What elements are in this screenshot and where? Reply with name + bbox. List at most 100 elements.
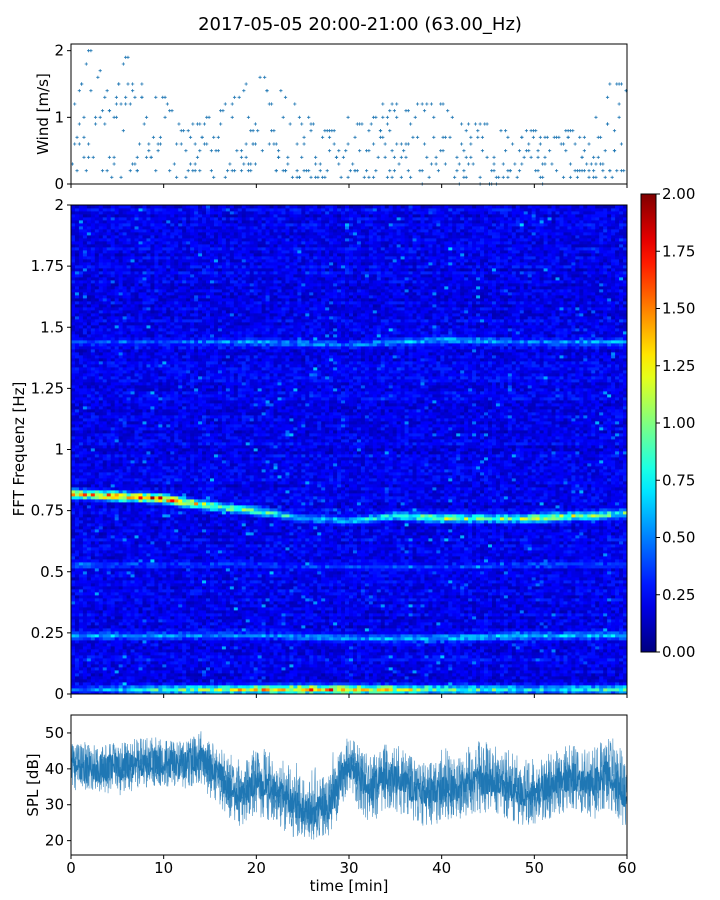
spectrogram-cell — [146, 433, 151, 437]
wind-point — [114, 115, 119, 119]
spectrogram-cell — [78, 373, 84, 377]
spectrogram-cell — [130, 454, 135, 458]
spectrogram-cell — [178, 652, 183, 656]
spectrogram-cell — [74, 241, 80, 245]
spectrogram-cell — [126, 562, 131, 566]
spectrogram-cell — [170, 355, 175, 359]
spectrogram-cell — [74, 490, 80, 494]
spectrogram-cell — [98, 682, 104, 686]
spectrogram-cell — [174, 511, 179, 515]
spectrogram-cell — [98, 316, 104, 320]
spectrogram-cell — [78, 337, 84, 341]
spectrogram-cell — [118, 460, 124, 464]
spectrogram-cell — [154, 562, 159, 566]
wind-point — [290, 175, 295, 179]
spectrogram-cell — [71, 412, 76, 416]
wind-point — [302, 135, 306, 139]
spectrogram-cell — [90, 469, 96, 473]
spectrogram-cell — [170, 682, 175, 686]
spectrogram-cell — [154, 292, 159, 296]
spectrogram-cell — [142, 640, 147, 644]
spectrogram-cell — [118, 343, 124, 347]
wind-point — [605, 122, 610, 126]
spectrogram-cell — [146, 676, 151, 680]
spectrogram-cell — [90, 226, 96, 230]
spectrogram-cell — [158, 253, 163, 257]
spectrogram-cell — [102, 583, 108, 587]
spectrogram-cell — [102, 283, 108, 287]
wind-point — [390, 175, 394, 179]
spectrogram-cell — [170, 478, 175, 482]
spectrogram-cell — [126, 634, 131, 638]
spectrogram-cell — [110, 610, 116, 614]
wind-point — [209, 169, 213, 173]
spectrogram-cell — [130, 418, 135, 422]
spectrogram-cell — [154, 355, 159, 359]
spectrogram-cell — [110, 439, 116, 443]
spectrogram-cell — [102, 367, 108, 371]
spectrogram-cell — [142, 331, 147, 335]
spectrogram-cell — [74, 520, 80, 524]
spectrogram-cell — [158, 598, 163, 602]
spectrogram-cell — [114, 412, 120, 416]
spectrogram-cell — [78, 637, 84, 641]
spectrogram-cell — [130, 652, 135, 656]
wind-point — [508, 169, 512, 173]
spectrogram-cell — [138, 580, 143, 584]
wind-point — [279, 89, 283, 93]
spectrogram-cell — [90, 535, 96, 539]
spectrogram-cell — [126, 526, 131, 530]
spectrogram-cell — [102, 400, 108, 404]
spectrogram-cell — [94, 670, 100, 674]
spectrogram-cell — [166, 316, 171, 320]
spectrogram-cell — [178, 664, 183, 668]
spectrogram-cell — [102, 463, 108, 467]
spectrogram-cell — [150, 604, 155, 608]
spectrogram-cell — [158, 307, 163, 311]
wind-point — [409, 122, 413, 126]
spectrogram-cell — [90, 583, 96, 587]
spectrogram-cell — [166, 241, 171, 245]
spectrogram-cell — [106, 679, 112, 683]
spectrogram-cell — [138, 373, 143, 377]
spectrogram-cell — [86, 238, 92, 242]
spectrogram-cell — [94, 226, 100, 230]
spectrogram-cell — [118, 469, 124, 473]
spectrogram-cell — [166, 232, 171, 236]
spectrogram-cell — [138, 484, 143, 488]
spectrogram-cell — [154, 505, 159, 509]
spectrogram-cell — [150, 493, 155, 497]
spectrogram-cell — [146, 487, 151, 491]
spectrogram-cell — [178, 466, 183, 470]
spectrogram-cell — [106, 538, 112, 542]
spectrogram-cell — [102, 568, 108, 572]
spectrogram-cell — [122, 691, 127, 695]
spectrogram-cell — [114, 370, 120, 374]
spectrogram-cell — [82, 613, 88, 617]
spectrogram-cell — [102, 601, 108, 605]
wind-point — [137, 142, 142, 146]
spectrogram-cell — [146, 514, 151, 518]
spectrogram-cell — [150, 565, 155, 569]
spectrogram-cell — [118, 505, 124, 509]
spectrogram-cell — [158, 355, 163, 359]
spectrogram-cell — [138, 205, 143, 209]
spectrogram-cell — [86, 430, 92, 434]
wind-point — [87, 142, 91, 146]
spectrogram-cell — [166, 628, 171, 632]
spectrogram-cell — [154, 448, 159, 452]
spectrogram-cell — [154, 331, 159, 335]
spectrogram-cell — [82, 499, 88, 503]
spectrogram-cell — [154, 259, 159, 263]
spectrogram-cell — [130, 328, 135, 332]
spectrogram-cell — [110, 646, 116, 650]
wind-point — [492, 162, 496, 166]
spectrogram-cell — [78, 361, 84, 365]
spectrogram-cell — [106, 646, 112, 650]
spectrogram-cell — [82, 457, 88, 461]
spectrogram-cell — [82, 466, 88, 470]
spectrogram-cell — [142, 364, 147, 368]
spectrogram-cell — [130, 475, 135, 479]
spectrogram-cell — [130, 436, 135, 440]
